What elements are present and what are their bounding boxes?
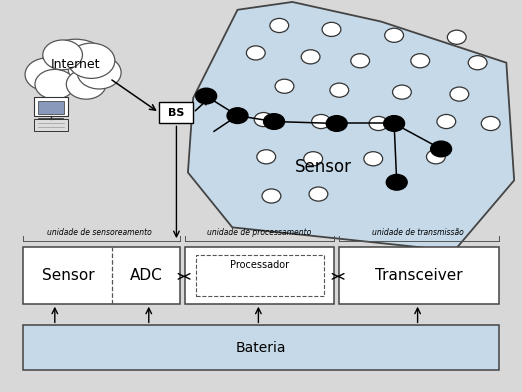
FancyBboxPatch shape — [185, 247, 334, 304]
Circle shape — [450, 87, 469, 101]
Circle shape — [330, 83, 349, 97]
Circle shape — [309, 187, 328, 201]
FancyBboxPatch shape — [38, 101, 64, 114]
Circle shape — [384, 116, 405, 131]
FancyBboxPatch shape — [196, 255, 324, 296]
Circle shape — [385, 28, 404, 42]
Circle shape — [411, 54, 430, 68]
Circle shape — [301, 50, 320, 64]
Circle shape — [393, 85, 411, 99]
Circle shape — [351, 54, 370, 68]
Circle shape — [447, 30, 466, 44]
Circle shape — [246, 46, 265, 60]
Text: unidade de sensoreamento: unidade de sensoreamento — [47, 228, 151, 237]
Text: Processador: Processador — [230, 260, 289, 270]
Circle shape — [431, 141, 452, 157]
Circle shape — [364, 152, 383, 166]
FancyBboxPatch shape — [159, 102, 193, 123]
Circle shape — [43, 40, 82, 70]
Text: BS: BS — [168, 108, 184, 118]
Circle shape — [304, 152, 323, 166]
Circle shape — [275, 79, 294, 93]
Circle shape — [66, 69, 106, 99]
Circle shape — [312, 114, 330, 129]
Text: unidade de transmissão: unidade de transmissão — [372, 228, 464, 237]
Text: ADC: ADC — [130, 268, 162, 283]
Circle shape — [426, 150, 445, 164]
Circle shape — [369, 116, 388, 131]
Text: Internet: Internet — [51, 58, 100, 71]
Text: Transceiver: Transceiver — [375, 268, 462, 283]
Circle shape — [322, 22, 341, 36]
Circle shape — [264, 114, 284, 129]
Circle shape — [437, 114, 456, 129]
FancyBboxPatch shape — [34, 97, 68, 116]
Circle shape — [227, 108, 248, 123]
Circle shape — [35, 69, 75, 99]
Circle shape — [386, 174, 407, 190]
Circle shape — [25, 58, 69, 91]
Circle shape — [68, 43, 115, 78]
Circle shape — [270, 18, 289, 33]
Circle shape — [77, 56, 121, 89]
Circle shape — [468, 56, 487, 70]
Circle shape — [262, 189, 281, 203]
FancyBboxPatch shape — [23, 325, 499, 370]
Circle shape — [42, 39, 110, 90]
FancyBboxPatch shape — [339, 247, 499, 304]
FancyBboxPatch shape — [34, 119, 68, 131]
FancyBboxPatch shape — [23, 247, 180, 304]
Polygon shape — [188, 2, 514, 251]
Circle shape — [257, 150, 276, 164]
Circle shape — [481, 116, 500, 131]
Text: Bateria: Bateria — [236, 341, 286, 355]
Text: Sensor: Sensor — [42, 268, 94, 283]
Text: unidade de processamento: unidade de processamento — [207, 228, 312, 237]
Text: Sensor: Sensor — [295, 158, 352, 176]
Circle shape — [254, 113, 273, 127]
Circle shape — [196, 88, 217, 104]
Circle shape — [326, 116, 347, 131]
